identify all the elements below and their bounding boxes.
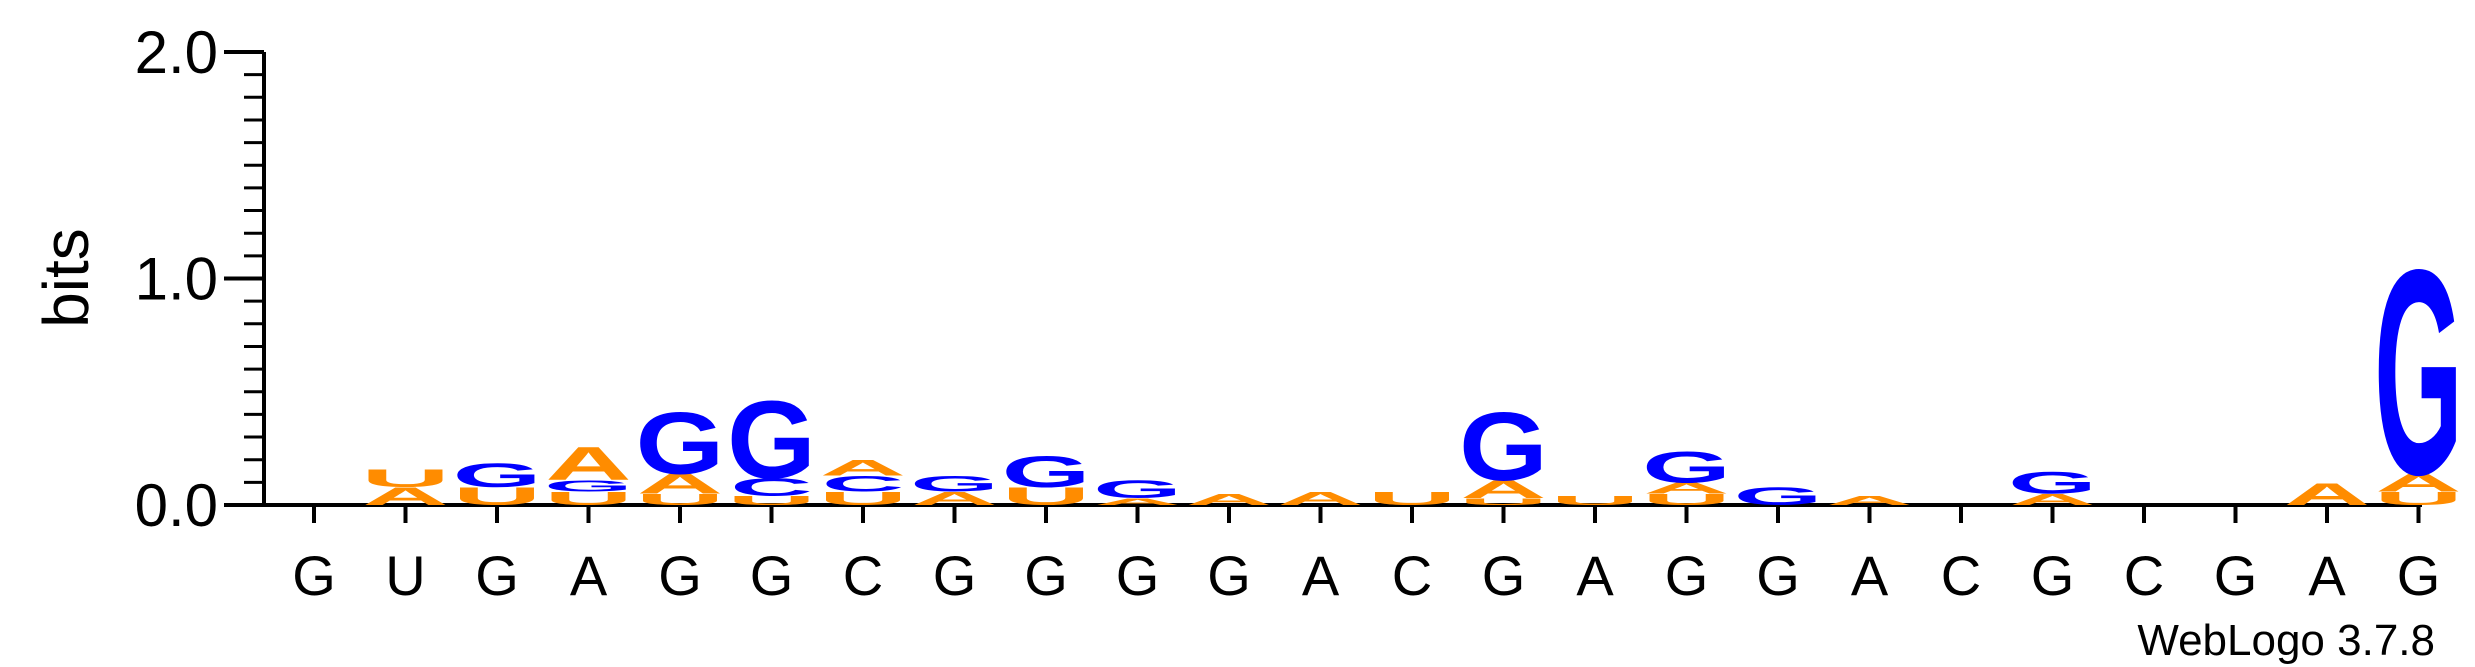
position-label: A: [1302, 544, 1340, 607]
position-label: G: [2397, 544, 2441, 607]
position-label: U: [385, 544, 425, 607]
logo-glyph-A: A: [1643, 480, 1729, 498]
position-label: G: [2214, 544, 2258, 607]
logo-glyph-A: A: [545, 438, 631, 490]
position-label: G: [1665, 544, 1709, 607]
logo-glyph-A: A: [1826, 494, 1912, 508]
logo-glyph-G: G: [544, 477, 633, 495]
logo-glyph-A: A: [2375, 469, 2461, 497]
logo-glyph-U: U: [1642, 491, 1731, 509]
position-label: C: [1392, 544, 1432, 607]
logo-glyph-G: G: [910, 472, 999, 496]
y-ticks: 0.0 1.0 2.0: [135, 19, 264, 539]
logo-glyph-A: A: [1277, 488, 1363, 509]
logo-glyph-U: U: [1002, 482, 1091, 510]
logo-glyph-A: A: [911, 488, 997, 509]
logo-glyph-G: G: [636, 394, 725, 492]
position-label: G: [1116, 544, 1160, 607]
y-tick-label: 1.0: [135, 246, 218, 313]
position-label: G: [2031, 544, 2075, 607]
position-label: G: [750, 544, 794, 607]
logo-glyph-A: A: [1186, 491, 1272, 509]
position-label: C: [843, 544, 883, 607]
position-label: G: [933, 544, 977, 607]
position-label: A: [1576, 544, 1614, 607]
y-axis: 0.0 1.0 2.0 bits: [30, 19, 266, 539]
logo-glyph-A: A: [2009, 491, 2095, 509]
logo-glyph-A: A: [820, 456, 906, 481]
logo-glyph-U: U: [361, 464, 450, 492]
logo-glyph-U: U: [453, 482, 542, 510]
y-tick-label: 2.0: [135, 19, 218, 86]
y-tick-label: 0.0: [135, 472, 218, 539]
position-label: C: [1941, 544, 1981, 607]
position-label: G: [1482, 544, 1526, 607]
logo-glyph-G: G: [1459, 392, 1548, 501]
logo-glyph-U: U: [1551, 494, 1640, 508]
x-ticks: [312, 505, 2421, 523]
logo-glyph-G: G: [2008, 465, 2097, 500]
logo-glyph-C: C: [730, 473, 813, 501]
position-label: A: [2308, 544, 2346, 607]
position-label: A: [1851, 544, 1889, 607]
position-label: C: [2124, 544, 2164, 607]
position-label: G: [292, 544, 336, 607]
logo-glyph-U: U: [727, 494, 816, 508]
logo-glyph-G: G: [1734, 482, 1823, 510]
logo-glyph-A: A: [1094, 496, 1180, 507]
logo-glyph-U: U: [1368, 488, 1457, 509]
weblogo-credit: WebLogo 3.7.8: [2137, 616, 2435, 665]
logo-glyph-G: G: [727, 378, 816, 502]
logo-glyph-U: U: [819, 488, 908, 509]
logo-glyph-G: G: [1093, 475, 1182, 503]
logo-glyph-C: C: [822, 472, 905, 496]
logo-glyph-A: A: [2284, 477, 2370, 512]
y-axis-title: bits: [30, 228, 102, 328]
logo-glyph-G: G: [453, 456, 542, 495]
position-label: G: [1756, 544, 1800, 607]
logo-glyph-G: G: [1642, 443, 1731, 492]
logo-glyph-U: U: [544, 488, 633, 509]
position-label: A: [570, 544, 608, 607]
logo-glyph-A: A: [637, 468, 723, 500]
logo-glyph-U: U: [1459, 497, 1548, 507]
logo-glyph-G: G: [2374, 210, 2463, 537]
position-label: G: [1024, 544, 1068, 607]
logo-glyph-A: A: [362, 483, 448, 511]
position-label: G: [658, 544, 702, 607]
logo-glyph-G: G: [1002, 448, 1091, 497]
logo-glyph-A: A: [1460, 476, 1546, 504]
logo-glyph-U: U: [2374, 488, 2463, 509]
position-label: G: [475, 544, 519, 607]
logo-glyph-U: U: [636, 491, 725, 509]
position-label: G: [1207, 544, 1251, 607]
